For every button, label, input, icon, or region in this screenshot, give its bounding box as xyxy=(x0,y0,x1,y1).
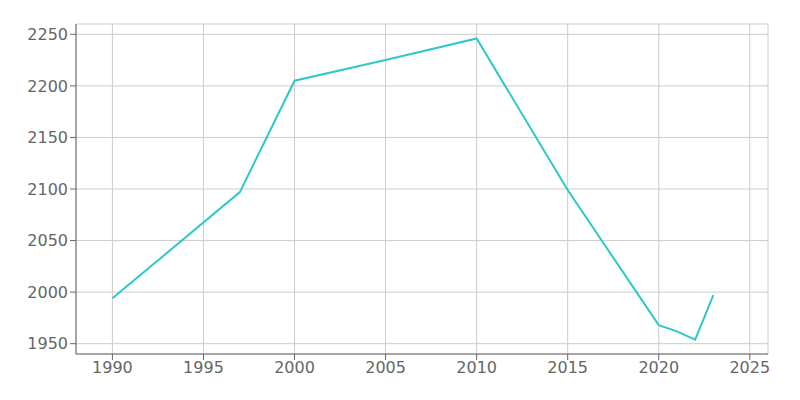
svg-text:1950: 1950 xyxy=(27,334,68,353)
svg-text:2005: 2005 xyxy=(365,358,406,377)
svg-text:2020: 2020 xyxy=(638,358,679,377)
svg-text:2200: 2200 xyxy=(27,77,68,96)
svg-text:2015: 2015 xyxy=(547,358,588,377)
svg-text:2100: 2100 xyxy=(27,180,68,199)
svg-text:2050: 2050 xyxy=(27,231,68,250)
svg-text:2150: 2150 xyxy=(27,128,68,147)
svg-text:2000: 2000 xyxy=(27,283,68,302)
svg-text:2025: 2025 xyxy=(729,358,770,377)
svg-text:2010: 2010 xyxy=(456,358,497,377)
svg-text:2250: 2250 xyxy=(27,25,68,44)
svg-text:1995: 1995 xyxy=(183,358,224,377)
svg-text:2000: 2000 xyxy=(274,358,315,377)
svg-text:1990: 1990 xyxy=(92,358,133,377)
